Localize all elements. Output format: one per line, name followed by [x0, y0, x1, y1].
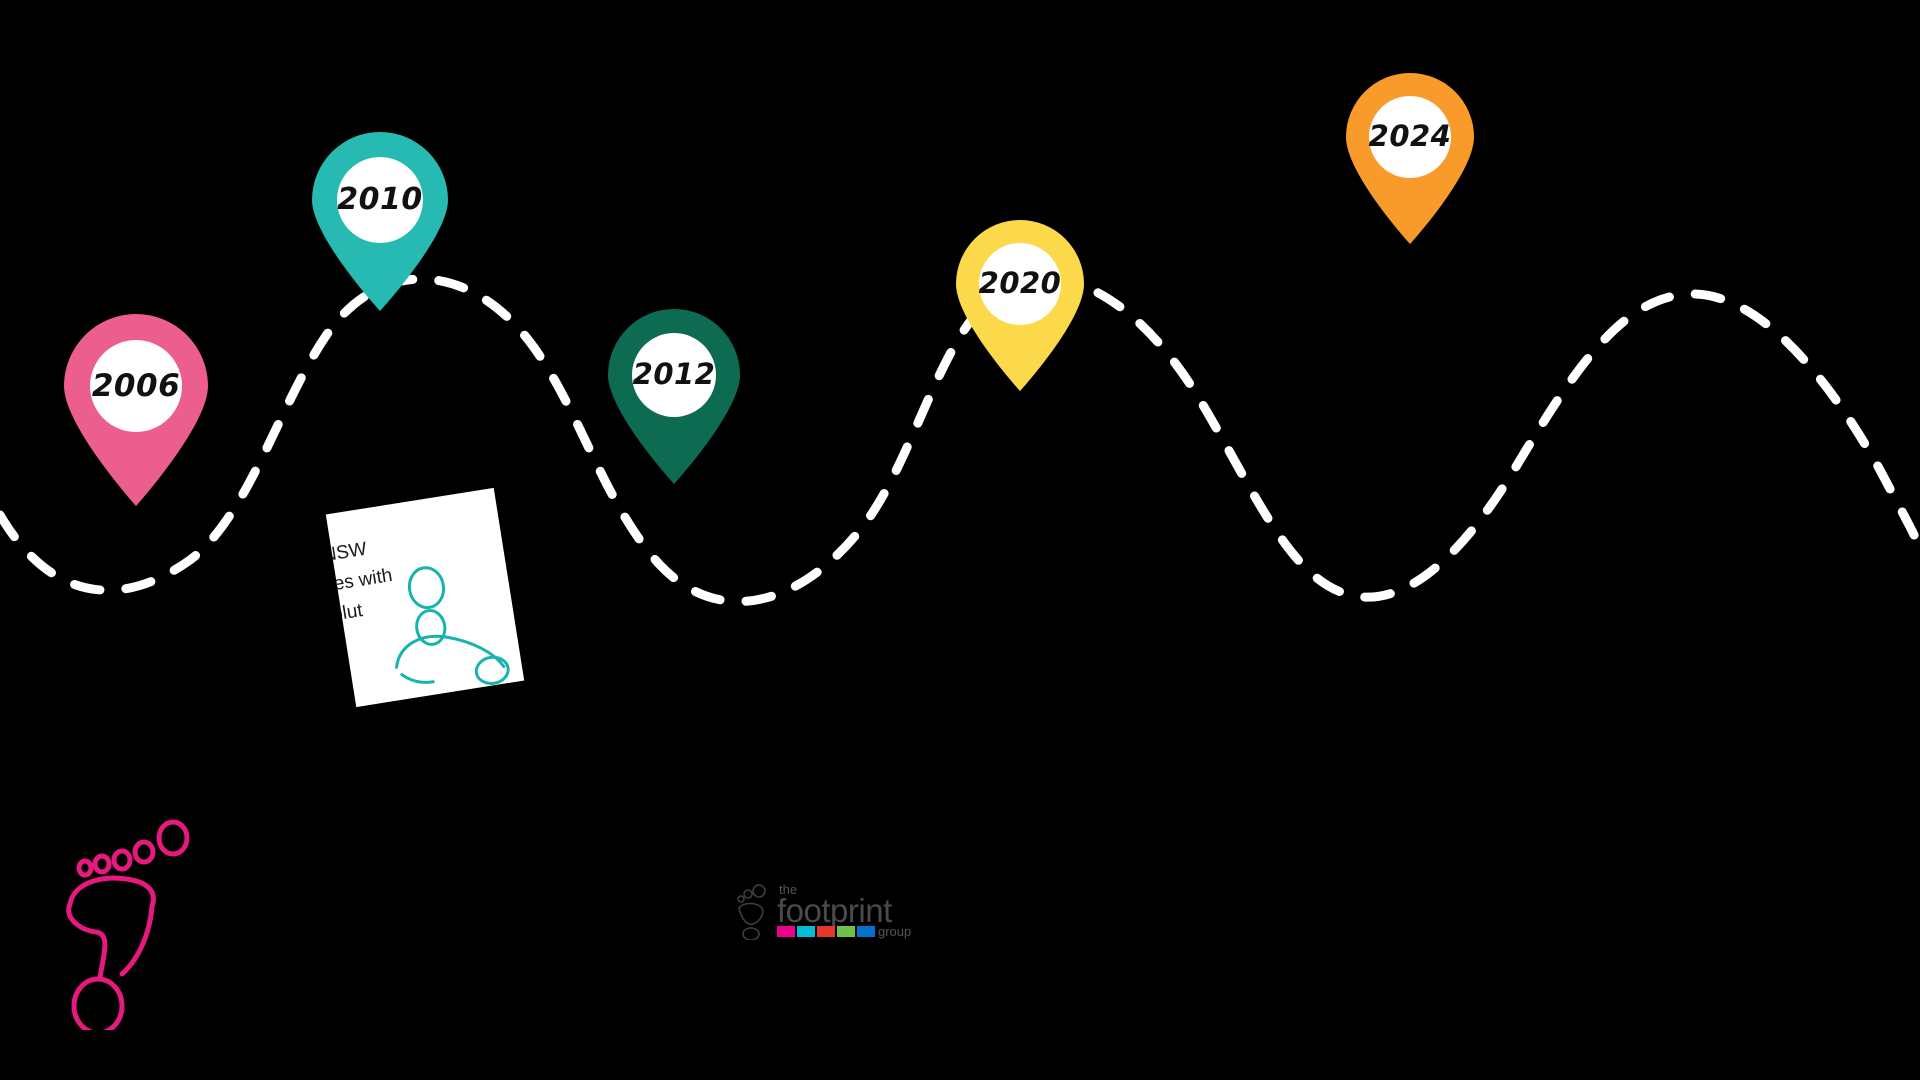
- milestone-note-card[interactable]: Open Fo Service NSW businesses with ed H…: [325, 487, 525, 708]
- logo-the-text: the: [779, 882, 798, 897]
- pin-shape-2006: [64, 314, 208, 506]
- logo-footprint-text: footprint: [777, 892, 892, 929]
- milestone-pin-2020[interactable]: 2020: [948, 220, 1092, 393]
- swatch-5: [857, 926, 875, 937]
- pin-year-label-2020: 2020: [978, 266, 1062, 300]
- swatch-4: [837, 926, 855, 937]
- swatch-3: [817, 926, 835, 937]
- note-card-text: Open Fo Service NSW businesses with ed H…: [326, 488, 514, 641]
- pin-year-label-2010: 2010: [337, 182, 423, 217]
- pin-shape-2024: [1346, 73, 1474, 244]
- pink-footprint-sketch-icon: [66, 819, 190, 1030]
- pin-shape-2020: [956, 220, 1084, 391]
- milestone-pin-2010[interactable]: 2010: [304, 132, 456, 313]
- milestone-pin-2024[interactable]: 2024: [1338, 73, 1482, 246]
- pin-year-label-2006: 2006: [91, 368, 181, 404]
- logo-group-text: group: [878, 924, 912, 939]
- milestone-pin-2012[interactable]: 2012: [600, 309, 748, 486]
- pin-shape-2010: [312, 132, 448, 311]
- swatch-1: [777, 926, 795, 937]
- footprint-logo-mark-icon: [737, 884, 766, 940]
- milestone-pin-2006[interactable]: 2006: [56, 314, 216, 508]
- footprint-group-logo: the footprint group: [735, 880, 915, 950]
- logo-color-swatches: [777, 926, 875, 937]
- pin-year-label-2012: 2012: [632, 357, 716, 391]
- pin-year-label-2024: 2024: [1368, 119, 1452, 153]
- swatch-2: [797, 926, 815, 937]
- pin-shape-2012: [608, 309, 740, 484]
